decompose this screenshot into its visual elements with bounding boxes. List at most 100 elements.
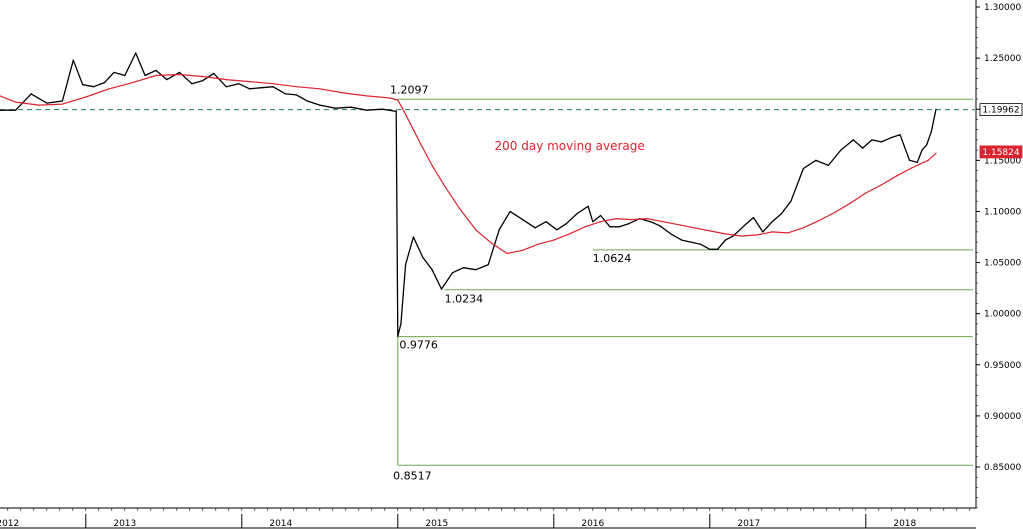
ma-point-34 bbox=[615, 218, 617, 220]
price-point-86 bbox=[916, 161, 918, 163]
ma-point-23 bbox=[444, 185, 446, 187]
price-point-6 bbox=[82, 84, 84, 86]
price-point-18 bbox=[213, 72, 215, 75]
price-point-46 bbox=[522, 219, 524, 221]
y-tick-label-4: 1.10000 bbox=[984, 207, 1021, 217]
price-point-4 bbox=[61, 100, 64, 102]
ma-point-22 bbox=[431, 164, 433, 167]
ma-point-30 bbox=[553, 239, 555, 241]
ma-point-49 bbox=[849, 202, 851, 204]
price-point-35 bbox=[405, 264, 407, 266]
price-point-12 bbox=[144, 74, 146, 77]
price-point-57 bbox=[628, 223, 630, 225]
price-point-79 bbox=[852, 139, 854, 141]
price-point-45 bbox=[509, 210, 511, 213]
ma-point-44 bbox=[771, 231, 773, 233]
price-point-81 bbox=[871, 139, 873, 141]
price-point-10 bbox=[124, 74, 126, 77]
price-point-38 bbox=[431, 269, 433, 271]
ma-point-47 bbox=[818, 220, 820, 222]
price-point-22 bbox=[259, 87, 262, 89]
ma-point-3 bbox=[61, 103, 64, 105]
price-point-54 bbox=[600, 214, 602, 217]
price-point-47 bbox=[534, 227, 536, 229]
ma-point-18 bbox=[397, 99, 399, 101]
price-point-68 bbox=[732, 235, 734, 237]
level-label-1-0234: 1.0234 bbox=[445, 293, 484, 306]
ma-point-53 bbox=[912, 166, 914, 169]
price-point-5 bbox=[72, 59, 74, 61]
price-point-44 bbox=[498, 229, 500, 231]
price-point-76 bbox=[815, 159, 817, 161]
ma-point-10 bbox=[225, 78, 227, 81]
ma-point-25 bbox=[475, 229, 477, 231]
level-label-1-2097: 1.2097 bbox=[390, 83, 429, 96]
price-point-34 bbox=[400, 323, 402, 325]
ma-point-31 bbox=[568, 233, 571, 235]
ma-point-29 bbox=[537, 243, 539, 245]
price-point-53 bbox=[592, 221, 594, 223]
level-label-0-8517: 0.8517 bbox=[393, 469, 432, 482]
price-point-23 bbox=[272, 86, 274, 88]
current-price-badge-bg bbox=[979, 103, 1023, 117]
ma-point-37 bbox=[662, 221, 664, 223]
y-tick-label-0: 1.30000 bbox=[984, 3, 1021, 13]
ma-point-6 bbox=[132, 82, 134, 84]
price-point-2 bbox=[30, 93, 32, 95]
price-point-75 bbox=[802, 167, 805, 170]
ma-point-26 bbox=[490, 242, 492, 244]
ma-point-20 bbox=[412, 129, 414, 131]
current-price-badge-text: 1.19962 bbox=[982, 106, 1019, 116]
ma-point-4 bbox=[85, 96, 87, 98]
price-point-25 bbox=[295, 94, 297, 96]
x-tick-label-2016: 2016 bbox=[581, 519, 604, 529]
x-tick-label-2014: 2014 bbox=[269, 519, 292, 529]
ma-point-2 bbox=[38, 104, 40, 106]
ma-point-40 bbox=[709, 230, 711, 232]
ma-point-51 bbox=[880, 184, 883, 186]
price-point-90 bbox=[935, 108, 937, 110]
ma-point-52 bbox=[896, 175, 898, 177]
ma-point-48 bbox=[834, 211, 836, 214]
ma-point-21 bbox=[420, 144, 422, 146]
price-point-8 bbox=[103, 82, 106, 84]
price-point-77 bbox=[827, 164, 829, 167]
price-point-71 bbox=[762, 231, 764, 233]
price-point-60 bbox=[659, 225, 661, 227]
price-point-30 bbox=[366, 109, 368, 111]
price-point-84 bbox=[899, 134, 901, 136]
ma-point-8 bbox=[178, 73, 180, 76]
ma-point-24 bbox=[459, 208, 461, 210]
price-point-56 bbox=[618, 226, 620, 228]
ma-value-badge-bg bbox=[979, 145, 1023, 159]
price-point-15 bbox=[178, 71, 180, 74]
ma-annotation-label: 200 day moving average bbox=[495, 139, 645, 153]
ma-point-19 bbox=[405, 113, 407, 115]
ma-value-badge-text: 1.15824 bbox=[982, 148, 1019, 158]
price-point-65 bbox=[709, 248, 711, 250]
x-tick-label-2017: 2017 bbox=[737, 519, 760, 529]
price-point-0 bbox=[0, 109, 1, 111]
price-point-85 bbox=[908, 159, 911, 161]
x-tick-label-2015: 2015 bbox=[425, 519, 448, 529]
price-point-32 bbox=[395, 110, 397, 112]
y-tick-label-3: 1.15000 bbox=[984, 156, 1021, 166]
price-point-82 bbox=[880, 141, 883, 143]
ma-point-7 bbox=[155, 74, 157, 77]
price-point-20 bbox=[238, 83, 240, 85]
price-point-80 bbox=[862, 147, 864, 149]
ma-point-42 bbox=[740, 235, 742, 237]
ma-point-27 bbox=[506, 252, 508, 254]
ma-point-50 bbox=[865, 192, 867, 194]
price-point-51 bbox=[576, 212, 578, 215]
price-point-70 bbox=[752, 216, 755, 219]
ma-point-36 bbox=[646, 218, 649, 220]
y-tick-label-8: 0.90000 bbox=[984, 412, 1021, 422]
price-point-73 bbox=[780, 212, 783, 215]
price-point-19 bbox=[225, 86, 227, 88]
price-point-29 bbox=[350, 106, 352, 108]
x-tick-label-2018: 2018 bbox=[893, 519, 916, 529]
price-point-63 bbox=[690, 241, 692, 243]
ma-point-35 bbox=[631, 219, 633, 221]
price-point-42 bbox=[475, 269, 477, 271]
